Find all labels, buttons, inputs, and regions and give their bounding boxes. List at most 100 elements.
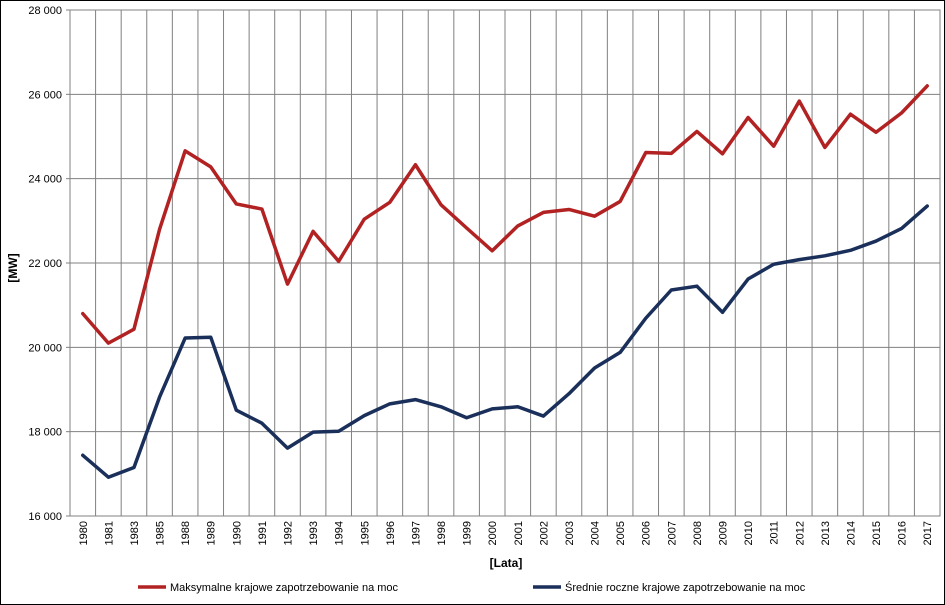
data-point — [849, 112, 852, 116]
data-point — [107, 476, 110, 479]
x-tick-label: 1997 — [410, 521, 422, 545]
data-point — [874, 131, 878, 134]
series-lines — [81, 84, 929, 479]
data-point — [235, 202, 238, 206]
x-tick-label: 1980 — [78, 521, 90, 545]
data-point — [465, 226, 468, 230]
data-point — [158, 228, 161, 231]
data-point — [491, 407, 494, 411]
data-point — [260, 422, 264, 425]
data-point — [260, 207, 264, 211]
data-point — [618, 200, 622, 203]
data-point — [900, 227, 903, 230]
data-point — [286, 282, 289, 286]
x-tick-label: 1989 — [206, 521, 218, 545]
data-point — [209, 336, 212, 339]
x-tick-label: 2009 — [718, 521, 730, 545]
x-tick-label: 2014 — [845, 521, 857, 545]
x-tick-label: 1996 — [385, 521, 397, 545]
data-point — [388, 201, 392, 204]
legend-label: Średnie roczne krajowe zapotrzebowanie n… — [565, 581, 806, 594]
data-point — [337, 430, 340, 433]
data-point — [465, 416, 468, 419]
data-point — [183, 149, 187, 153]
x-tick-label: 2001 — [513, 521, 525, 545]
legend-label: Maksymalne krajowe zapotrzebowanie na mo… — [170, 582, 399, 594]
data-point — [567, 392, 571, 395]
data-point — [670, 152, 673, 155]
data-point — [798, 258, 801, 261]
x-tick-label: 2016 — [897, 521, 909, 545]
data-point — [542, 414, 545, 418]
data-point — [388, 402, 392, 406]
data-point — [132, 466, 136, 469]
x-tick-label: 2015 — [871, 521, 883, 545]
data-point — [721, 152, 724, 155]
x-tick-label: 1992 — [283, 521, 295, 545]
data-point — [746, 277, 750, 281]
x-tick-label: 1990 — [231, 521, 243, 545]
y-axis-title: [MW] — [6, 253, 20, 282]
x-tick-label: 1983 — [129, 521, 141, 545]
data-point — [286, 446, 289, 450]
data-point — [900, 111, 903, 115]
x-tick-label: 2012 — [794, 521, 806, 545]
x-tick-label: 2002 — [538, 521, 550, 545]
x-tick-label: 1998 — [436, 521, 448, 545]
series-line-max — [81, 84, 929, 345]
x-tick-label: 1985 — [155, 521, 167, 545]
data-point — [363, 414, 366, 417]
y-axis: 16 000 18 000 20 000 22 000 24 000 26 000 28 0… — [28, 5, 70, 523]
data-point — [81, 312, 84, 315]
legend: Maksymalne krajowe zapotrzebowanie na mo… — [138, 581, 806, 594]
data-point — [746, 116, 750, 119]
data-point — [644, 317, 647, 320]
data-point — [874, 239, 878, 243]
x-tick-label: 2005 — [615, 521, 627, 545]
data-point — [491, 249, 494, 252]
x-tick-label: 1993 — [308, 521, 320, 545]
data-point — [516, 405, 519, 408]
grid — [70, 9, 940, 517]
x-tick-label: 2008 — [692, 521, 704, 545]
x-tick-label: 2007 — [666, 521, 678, 545]
data-point — [823, 254, 827, 258]
data-point — [798, 99, 801, 103]
data-point — [311, 430, 315, 434]
data-point — [567, 208, 571, 211]
x-tick-label: 2017 — [922, 521, 934, 545]
x-axis: 1980 1981 1983 1985 1988 1989 1990 1991 1992 1993… — [78, 521, 934, 545]
series-line-avg — [81, 204, 929, 479]
data-point — [107, 341, 110, 345]
data-point — [542, 211, 545, 214]
data-point — [516, 224, 519, 228]
y-tick-label: 18 000 — [28, 427, 62, 439]
x-tick-label: 2010 — [743, 521, 755, 545]
data-point — [849, 249, 852, 252]
data-point — [926, 204, 929, 208]
data-point — [183, 336, 187, 340]
x-tick-label: 2006 — [641, 521, 653, 545]
data-point — [823, 146, 827, 149]
x-tick-label: 1991 — [257, 521, 269, 545]
data-point — [772, 144, 775, 148]
x-tick-label: 1994 — [334, 521, 346, 545]
data-point — [695, 284, 699, 288]
y-tick-label: 26 000 — [28, 89, 62, 101]
data-point — [721, 311, 724, 314]
data-point — [439, 405, 443, 408]
data-point — [209, 165, 212, 169]
data-point — [311, 230, 315, 233]
data-point — [593, 366, 596, 370]
y-tick-label: 24 000 — [28, 174, 62, 186]
data-point — [414, 163, 417, 166]
data-point — [414, 398, 417, 401]
data-point — [132, 328, 136, 331]
x-tick-label: 2003 — [564, 521, 576, 545]
x-tick-label: 2011 — [769, 521, 781, 545]
data-point — [81, 454, 84, 457]
data-point — [337, 260, 340, 263]
x-tick-label: 1999 — [462, 521, 474, 545]
